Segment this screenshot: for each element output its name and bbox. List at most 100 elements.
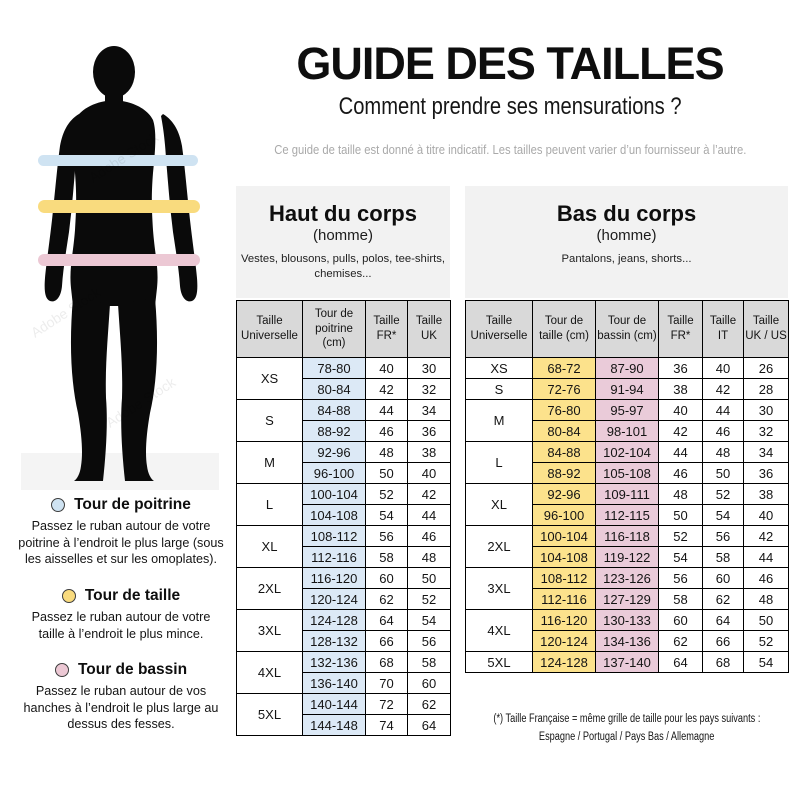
legend-text-waist: Passez le ruban autour de votre taille à… <box>31 608 211 641</box>
table-cell: 48 <box>743 588 789 610</box>
legend-item-waist: Tour de taille Passez le ruban autour de… <box>14 587 228 642</box>
legend-title-waist: Tour de taille <box>14 587 228 605</box>
table-cell: 102-104 <box>595 441 659 463</box>
table-cell: 127-129 <box>595 588 659 610</box>
table-cell: 136-140 <box>302 672 366 694</box>
header-row: Taille Universelle Tour de taille (cm) Tou… <box>465 300 789 358</box>
table-cell: 50 <box>743 609 789 631</box>
table-cell: 105-108 <box>595 462 659 484</box>
table-row: S 84-88 44 34 <box>236 399 451 442</box>
table-cell: 60 <box>702 567 744 589</box>
table-cell: 116-120 <box>302 567 366 589</box>
table-cell: 124-128 <box>532 651 596 673</box>
size-label: XS <box>236 357 303 400</box>
table-cell: 42 <box>407 483 451 505</box>
table-cell: 68 <box>365 651 408 673</box>
legend-label: Tour de taille <box>84 586 181 604</box>
table-row: 96-100 50 40 <box>237 462 451 484</box>
table-cell: 70 <box>365 672 408 694</box>
legend-title-chest: Tour de poitrine <box>14 496 228 514</box>
table-cell: 38 <box>407 441 451 463</box>
table-cell: 52 <box>365 483 408 505</box>
table-cell: 54 <box>702 504 744 526</box>
table-cell: 28 <box>743 378 789 400</box>
table-cell: 95-97 <box>595 399 659 421</box>
column-header: Taille UK <box>407 300 451 358</box>
table-cell: 52 <box>407 588 451 610</box>
table-cell: 44 <box>658 441 703 463</box>
table-cell: 58 <box>365 546 408 568</box>
table-cell: 68 <box>702 651 744 673</box>
column-header: Tour de bassin (cm) <box>595 300 659 358</box>
waist-band <box>38 200 200 213</box>
table-cell: 52 <box>658 525 703 547</box>
column-header: Taille FR* <box>365 300 408 358</box>
table-cell: 46 <box>658 462 703 484</box>
table-cell: 48 <box>658 483 703 505</box>
body-silhouette: Adobe Stock Adobe Stock Adobe Stock <box>21 46 219 490</box>
body-figure: Adobe Stock Adobe Stock Adobe Stock <box>15 8 227 490</box>
table-cell: 130-133 <box>595 609 659 631</box>
table-cell: 36 <box>743 462 789 484</box>
table-cell: 32 <box>743 420 789 442</box>
measurement-legend: Tour de poitrine Passez le ruban autour … <box>14 496 228 752</box>
footnote-line2: Espagne / Portugal / Pays Bas / Allemagn… <box>538 731 715 744</box>
column-header: Tour de poitrine (cm) <box>302 300 366 358</box>
page-header: GUIDE DES TAILLES Comment prendre ses me… <box>228 40 792 159</box>
table-cell: 80-84 <box>532 420 596 442</box>
table-cell: 112-116 <box>302 546 366 568</box>
size-label: 5XL <box>236 693 303 736</box>
table-cell: 60 <box>407 672 451 694</box>
table-cell: 58 <box>658 588 703 610</box>
table-row: 2XL 116-120 60 50 <box>236 567 451 610</box>
table-cell: 116-120 <box>532 609 596 631</box>
size-label: L <box>465 441 533 484</box>
table-row: S 72-76 91-94 38 42 28 <box>465 378 789 400</box>
column-header: Taille FR* <box>658 300 703 358</box>
legend-item-chest: Tour de poitrine Passez le ruban autour … <box>14 496 228 568</box>
table-row: XS 68-72 87-90 36 40 26 <box>465 357 789 379</box>
table-cell: 48 <box>365 441 408 463</box>
table-cell: 40 <box>702 357 744 379</box>
table-cell: 34 <box>743 441 789 463</box>
table-cell: 104-108 <box>302 504 366 526</box>
table-cell: 40 <box>365 357 408 379</box>
table-cell: 116-118 <box>595 525 659 547</box>
size-label: L <box>236 483 303 526</box>
table-cell: 109-111 <box>595 483 659 505</box>
size-label: 2XL <box>465 525 533 568</box>
table-row: 144-148 74 64 <box>237 714 451 736</box>
table-cell: 34 <box>407 399 451 421</box>
lower-body-description: Pantalons, jeans, shorts... <box>561 253 692 265</box>
table-cell: 66 <box>702 630 744 652</box>
legend-label: Tour de bassin <box>77 661 188 679</box>
upper-body-title: Haut du corps <box>269 201 417 226</box>
page-subtitle: Comment prendre ses mensurations ? <box>338 93 682 121</box>
table-cell: 48 <box>407 546 451 568</box>
table-cell: 38 <box>743 483 789 505</box>
header-row: Taille Universelle Tour de poitrine (cm) T… <box>236 300 451 358</box>
table-cell: 128-132 <box>302 630 366 652</box>
table-cell: 112-115 <box>595 504 659 526</box>
table-cell: 134-136 <box>595 630 659 652</box>
upper-body-size-table: Taille Universelle Tour de poitrine (cm) T… <box>236 300 451 736</box>
table-row: 3XL 124-128 64 54 <box>236 609 451 652</box>
table-cell: 87-90 <box>595 357 659 379</box>
table-cell: 46 <box>365 420 408 442</box>
table-row: 128-132 66 56 <box>237 630 451 652</box>
size-label: XL <box>465 483 533 526</box>
disclaimer-text: Ce guide de taille est donné à titre ind… <box>273 143 747 158</box>
table-cell: 91-94 <box>595 378 659 400</box>
table-cell: 62 <box>702 588 744 610</box>
table-cell: 46 <box>702 420 744 442</box>
table-cell: 92-96 <box>532 483 596 505</box>
table-row: XL 108-112 56 46 <box>236 525 451 568</box>
size-label: XS <box>465 357 533 379</box>
table-cell: 56 <box>658 567 703 589</box>
size-label: 2XL <box>236 567 303 610</box>
table-cell: 46 <box>743 567 789 589</box>
size-label: 3XL <box>465 567 533 610</box>
table-row: L 84-88 102-104 44 48 34 <box>465 441 789 484</box>
table-cell: 62 <box>658 630 703 652</box>
legend-title-hips: Tour de bassin <box>14 661 228 679</box>
